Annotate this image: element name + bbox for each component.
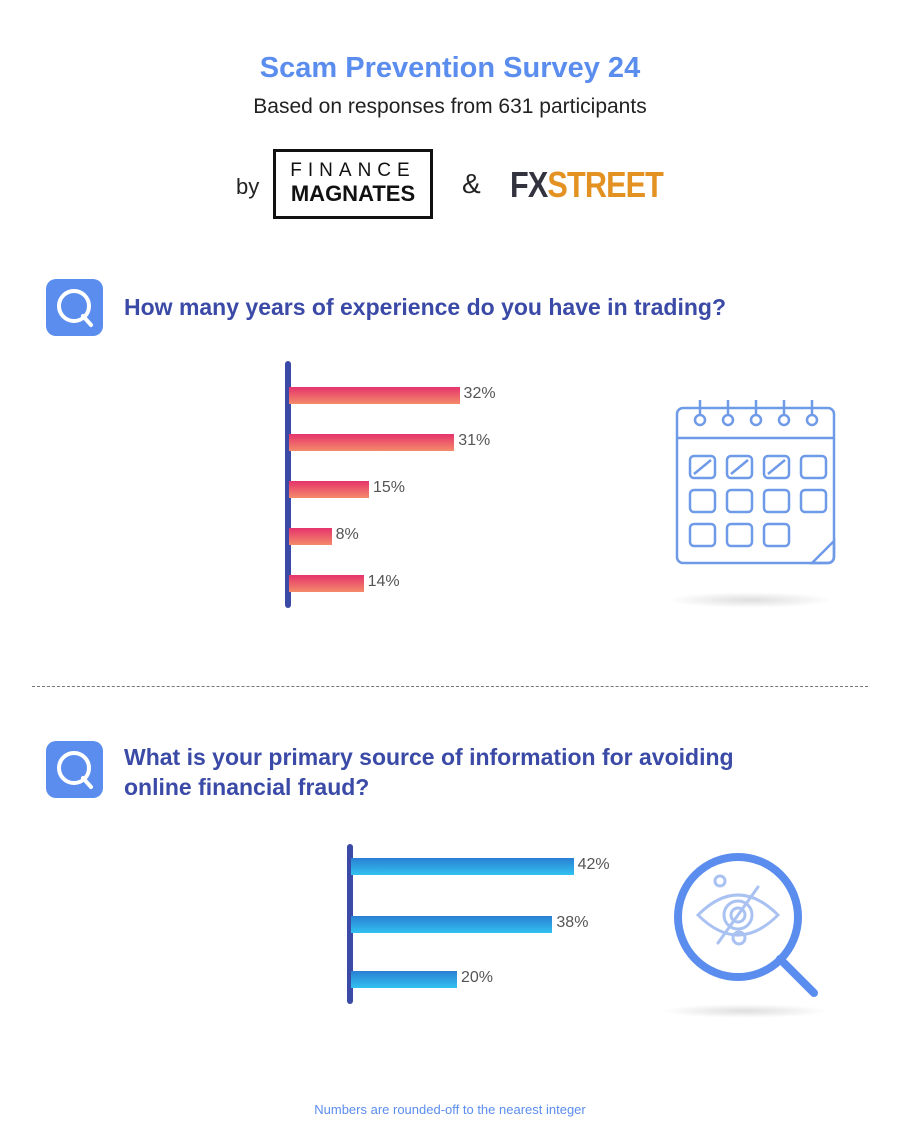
magnifier-shadow [660, 1004, 830, 1018]
data-label: 8% [335, 526, 359, 543]
magnifier-eye-icon [674, 853, 818, 997]
logo-fx: FX [510, 164, 548, 205]
bar [289, 527, 332, 545]
logo-text-bottom: MAGNATES [290, 181, 416, 206]
data-label: 20% [461, 969, 494, 986]
fxstreet-logo: FXSTREET [510, 164, 664, 206]
by-label: by [236, 174, 260, 199]
y-axis-line [285, 361, 291, 608]
bar [289, 574, 364, 592]
data-label: 14% [367, 573, 400, 590]
bar [351, 970, 457, 988]
q-search-icon [46, 279, 103, 336]
finance-magnates-logo: FINANCE MAGNATES [273, 149, 433, 219]
data-label: 42% [577, 856, 610, 873]
logo-text-top: FINANCE [290, 160, 416, 181]
page-title: Scam Prevention Survey 24 [259, 52, 641, 84]
q-search-icon [46, 741, 103, 798]
data-label: 15% [372, 479, 405, 496]
question-2: What is your primary source of informati… [124, 744, 734, 800]
y-axis-line [347, 844, 353, 1004]
data-label: 31% [458, 432, 491, 449]
bar [289, 386, 460, 404]
bar [351, 857, 574, 875]
data-label: 32% [463, 385, 496, 402]
ampersand: & [462, 168, 481, 199]
bar [289, 480, 369, 498]
footnote: Numbers are rounded-off to the nearest i… [314, 1102, 586, 1117]
calendar-shadow [665, 592, 835, 608]
page-subtitle: Based on responses from 631 participants [253, 95, 647, 118]
section-divider [32, 686, 868, 687]
calendar-icon [675, 400, 836, 565]
bar [351, 915, 553, 933]
bar [289, 433, 455, 451]
question-1: How many years of experience do you have… [124, 294, 726, 320]
data-label: 38% [556, 914, 589, 931]
logo-street: STREET [547, 164, 664, 205]
